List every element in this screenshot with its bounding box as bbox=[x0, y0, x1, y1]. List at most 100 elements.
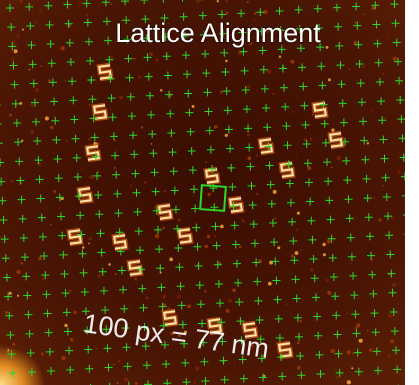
speckle bbox=[135, 382, 138, 385]
speckle bbox=[98, 274, 102, 278]
structure bbox=[278, 343, 292, 357]
speckle bbox=[127, 149, 128, 150]
speckle bbox=[130, 184, 132, 186]
speckle bbox=[214, 235, 216, 237]
speckle bbox=[39, 10, 42, 13]
speckle bbox=[387, 354, 390, 357]
speckle bbox=[149, 52, 153, 56]
speckle bbox=[40, 65, 42, 67]
speckle bbox=[312, 113, 314, 115]
speckle bbox=[89, 237, 92, 240]
speckle bbox=[350, 263, 352, 265]
speckle bbox=[163, 190, 166, 193]
speckle bbox=[5, 311, 8, 314]
speckle bbox=[30, 130, 34, 134]
speckle bbox=[35, 88, 39, 92]
speckle bbox=[35, 21, 38, 24]
speckle bbox=[390, 339, 394, 343]
structure bbox=[280, 163, 294, 177]
speckle bbox=[226, 309, 230, 313]
speckle bbox=[355, 327, 358, 330]
speckle bbox=[89, 104, 91, 106]
structure bbox=[78, 188, 92, 202]
speckle bbox=[372, 110, 374, 112]
speckle bbox=[263, 375, 265, 377]
speckle bbox=[50, 126, 53, 129]
speckle bbox=[256, 193, 259, 196]
speckle bbox=[207, 235, 210, 238]
speckle bbox=[247, 156, 251, 160]
speckle bbox=[134, 278, 137, 281]
speckle bbox=[247, 1, 249, 3]
speckle bbox=[277, 246, 280, 249]
speckle bbox=[382, 73, 384, 75]
speckle bbox=[234, 361, 235, 362]
speckle bbox=[141, 126, 143, 128]
speckle bbox=[359, 339, 363, 343]
speckle bbox=[339, 42, 341, 44]
speckle bbox=[81, 2, 82, 3]
speckle bbox=[64, 324, 67, 327]
speckle bbox=[155, 58, 158, 61]
speckle bbox=[140, 152, 142, 154]
structure bbox=[158, 205, 172, 219]
speckle bbox=[392, 283, 396, 287]
speckle bbox=[114, 167, 116, 169]
speckle bbox=[351, 367, 353, 369]
speckle bbox=[397, 171, 400, 174]
speckle bbox=[225, 60, 228, 63]
speckle bbox=[138, 75, 141, 78]
speckle bbox=[11, 179, 14, 182]
speckle bbox=[19, 102, 22, 105]
speckle bbox=[257, 167, 259, 169]
speckle bbox=[310, 137, 313, 140]
speckle bbox=[239, 246, 242, 249]
speckle bbox=[286, 304, 287, 305]
speckle bbox=[241, 219, 244, 222]
speckle bbox=[145, 296, 148, 299]
structure bbox=[178, 229, 192, 243]
speckle bbox=[386, 37, 388, 39]
speckle bbox=[68, 289, 72, 293]
speckle bbox=[73, 311, 76, 314]
speckle bbox=[326, 279, 329, 282]
speckle bbox=[290, 60, 294, 64]
title: Lattice Alignment bbox=[115, 18, 321, 48]
speckle bbox=[204, 290, 206, 292]
speckle bbox=[378, 218, 381, 221]
speckle bbox=[279, 56, 281, 58]
structure bbox=[68, 230, 82, 244]
speckle bbox=[214, 125, 218, 129]
speckle bbox=[38, 257, 42, 261]
speckle bbox=[192, 105, 195, 108]
speckle bbox=[370, 258, 374, 262]
structure bbox=[313, 103, 327, 117]
speckle bbox=[151, 143, 152, 144]
speckle bbox=[118, 359, 121, 362]
speckle bbox=[47, 155, 48, 156]
speckle bbox=[337, 156, 341, 160]
speckle bbox=[291, 254, 294, 257]
speckle bbox=[177, 295, 181, 299]
speckle bbox=[354, 41, 358, 45]
speckle bbox=[297, 366, 301, 370]
speckle bbox=[14, 49, 18, 53]
speckle bbox=[194, 382, 195, 383]
speckle bbox=[385, 117, 386, 118]
speckle bbox=[310, 268, 313, 271]
speckle bbox=[247, 85, 250, 88]
speckle bbox=[297, 342, 300, 345]
speckle bbox=[228, 299, 232, 303]
speckle bbox=[326, 46, 329, 49]
speckle bbox=[348, 68, 350, 70]
speckle bbox=[274, 217, 276, 219]
speckle bbox=[273, 190, 277, 194]
speckle bbox=[110, 56, 112, 58]
speckle bbox=[66, 140, 68, 142]
speckle bbox=[20, 262, 23, 265]
speckle bbox=[169, 258, 173, 262]
speckle bbox=[114, 273, 116, 275]
micrograph-view: Lattice Alignment 100 px = 77 nm bbox=[0, 0, 419, 385]
speckle bbox=[60, 46, 64, 50]
speckle bbox=[96, 348, 97, 349]
